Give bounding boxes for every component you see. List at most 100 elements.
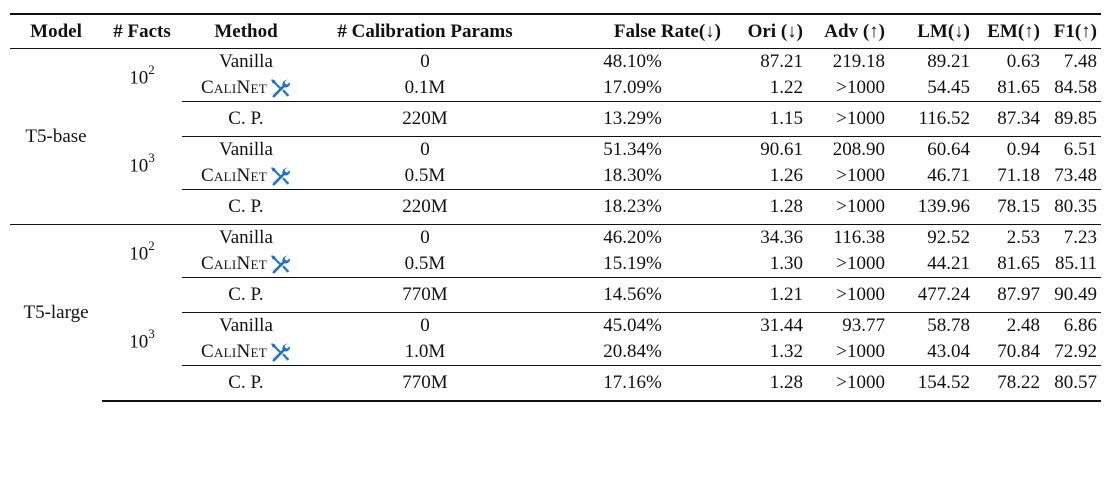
- lm-cell: 154.52: [889, 365, 974, 402]
- table-row: T5-large 102 Vanilla 0 46.20% 34.36 116.38 92.5…: [10, 224, 1101, 401]
- lm-cell: 477.24: [889, 277, 974, 313]
- em-cell: 81.65: [997, 77, 1040, 98]
- lm-cell: 46.71: [927, 165, 970, 186]
- lm-cell: 89.21: [927, 51, 970, 72]
- lm-cell: 139.96: [889, 189, 974, 225]
- wrench-screwdriver-icon: [271, 343, 290, 362]
- table-row: CaliNet 0.5M 15.19% 1.30 >1000 44.21 81.65 85.1…: [10, 251, 1101, 278]
- method-name: CaliNet: [200, 77, 268, 98]
- adv-cell: >1000: [836, 165, 885, 186]
- adv-cell: >1000: [807, 189, 889, 225]
- f1-cell: 90.49: [1044, 277, 1101, 313]
- header-false-rate: False Rate(↓): [613, 20, 721, 42]
- table-row: 103 Vanilla 0 51.34% 90.61 208.90 60.64 0.94 6.5…: [10, 136, 1101, 176]
- em-cell: 81.65: [997, 253, 1040, 274]
- f1-cell: 6.51: [1044, 136, 1101, 163]
- false-rate-cell: 45.04%: [540, 312, 725, 339]
- f1-cell: 89.85: [1044, 101, 1101, 137]
- header-lm: LM(↓): [917, 20, 970, 42]
- header-model: Model: [30, 20, 82, 42]
- lm-cell: 58.78: [889, 312, 974, 339]
- header-method: Method: [214, 20, 278, 42]
- adv-cell: >1000: [807, 277, 889, 313]
- ori-cell: 1.30: [769, 253, 803, 274]
- method-name: CaliNet: [200, 165, 268, 186]
- table-row: C. P. 220M 13.29% 1.15 >1000 116.52 87.34 89.85: [10, 101, 1101, 137]
- model-name: T5-large: [10, 224, 102, 401]
- false-rate-cell: 13.29%: [540, 101, 725, 137]
- ori-cell: 1.28: [725, 189, 807, 225]
- f1-cell: 72.92: [1054, 341, 1097, 362]
- adv-cell: >1000: [836, 253, 885, 274]
- em-cell: 71.18: [997, 165, 1040, 186]
- adv-cell: >1000: [807, 101, 889, 137]
- false-rate-cell: 48.10%: [603, 51, 662, 72]
- f1-cell: 80.57: [1044, 365, 1101, 402]
- em-cell: 0.94: [974, 136, 1044, 163]
- table-body: T5-base 102 Vanilla 0 48.10% 87.21 219.18 89.21…: [10, 49, 1101, 402]
- header-adv: Adv (↑): [824, 20, 885, 42]
- params-cell: 770M: [310, 277, 540, 313]
- ori-cell: 1.22: [769, 77, 803, 98]
- f1-cell: 6.86: [1044, 312, 1101, 339]
- em-cell: 2.53: [974, 224, 1044, 251]
- method-cell: Vanilla: [182, 224, 310, 251]
- facts-exponent: 3: [148, 149, 155, 165]
- table-row: CaliNet 1.0M 20.84% 1.32 >1000 43.04 70.84 72.9…: [10, 339, 1101, 366]
- header-facts: # Facts: [113, 20, 171, 42]
- facts-count: 103: [102, 313, 182, 366]
- method-name: CaliNet: [200, 253, 268, 274]
- params-cell: 0: [420, 51, 430, 72]
- method-name: CaliNet: [200, 341, 268, 362]
- wrench-screwdriver-icon: [271, 255, 290, 274]
- ori-cell: 1.32: [769, 341, 803, 362]
- lm-cell: 92.52: [889, 224, 974, 251]
- adv-cell: >1000: [836, 341, 885, 362]
- false-rate-cell: 18.23%: [540, 189, 725, 225]
- model-name: T5-base: [25, 125, 87, 147]
- wrench-screwdriver-icon: [271, 79, 290, 98]
- header-calibration-params: # Calibration Params: [337, 20, 513, 42]
- table-row: C. P. 220M 18.23% 1.28 >1000 139.96 78.15 80.35: [10, 189, 1101, 225]
- table-row: CaliNet 0.5M 18.30% 1.26 >1000 46.71 71.18 73.4…: [10, 163, 1101, 190]
- em-cell: 78.22: [974, 365, 1044, 402]
- ori-cell: 1.21: [725, 277, 807, 313]
- params-cell: 0.1M: [404, 77, 446, 98]
- facts-base: 10: [129, 243, 149, 265]
- ori-cell: 1.26: [769, 165, 803, 186]
- em-cell: 2.48: [974, 312, 1044, 339]
- method-cell: Vanilla: [219, 51, 273, 72]
- lm-cell: 54.45: [927, 77, 970, 98]
- ori-cell: 1.15: [725, 101, 807, 137]
- header-em: EM(↑): [987, 20, 1040, 42]
- params-cell: 220M: [310, 189, 540, 225]
- facts-empty-cell: [102, 278, 182, 313]
- facts-empty-cell: [102, 365, 182, 402]
- lm-cell: 116.52: [889, 101, 974, 137]
- facts-count: 102: [102, 224, 182, 278]
- params-cell: 0.5M: [404, 253, 446, 274]
- false-rate-cell: 51.34%: [540, 136, 725, 163]
- adv-cell: 116.38: [807, 224, 889, 251]
- params-cell: 1.0M: [404, 341, 446, 362]
- f1-cell: 80.35: [1044, 189, 1101, 225]
- method-cell: C. P.: [182, 277, 310, 313]
- facts-exponent: 2: [148, 238, 155, 254]
- f1-cell: 7.23: [1044, 224, 1101, 251]
- params-cell: 0: [310, 136, 540, 163]
- ori-cell: 90.61: [725, 136, 807, 163]
- adv-cell: 93.77: [807, 312, 889, 339]
- adv-cell: 208.90: [807, 136, 889, 163]
- method-cell: Vanilla: [182, 136, 310, 163]
- ori-cell: 34.36: [725, 224, 807, 251]
- results-table: Model # Facts Method # Calibration Param…: [10, 13, 1101, 402]
- method-cell: CaliNet: [182, 251, 310, 278]
- false-rate-cell: 20.84%: [603, 341, 662, 362]
- table-row: CaliNet 0.1M 17.09% 1.22 >1000 54.45 81.65 84.5…: [10, 75, 1101, 102]
- em-cell: 70.84: [997, 341, 1040, 362]
- method-cell: CaliNet: [182, 163, 310, 190]
- adv-cell: >1000: [807, 365, 889, 402]
- em-cell: 87.34: [974, 101, 1044, 137]
- method-cell: C. P.: [182, 365, 310, 402]
